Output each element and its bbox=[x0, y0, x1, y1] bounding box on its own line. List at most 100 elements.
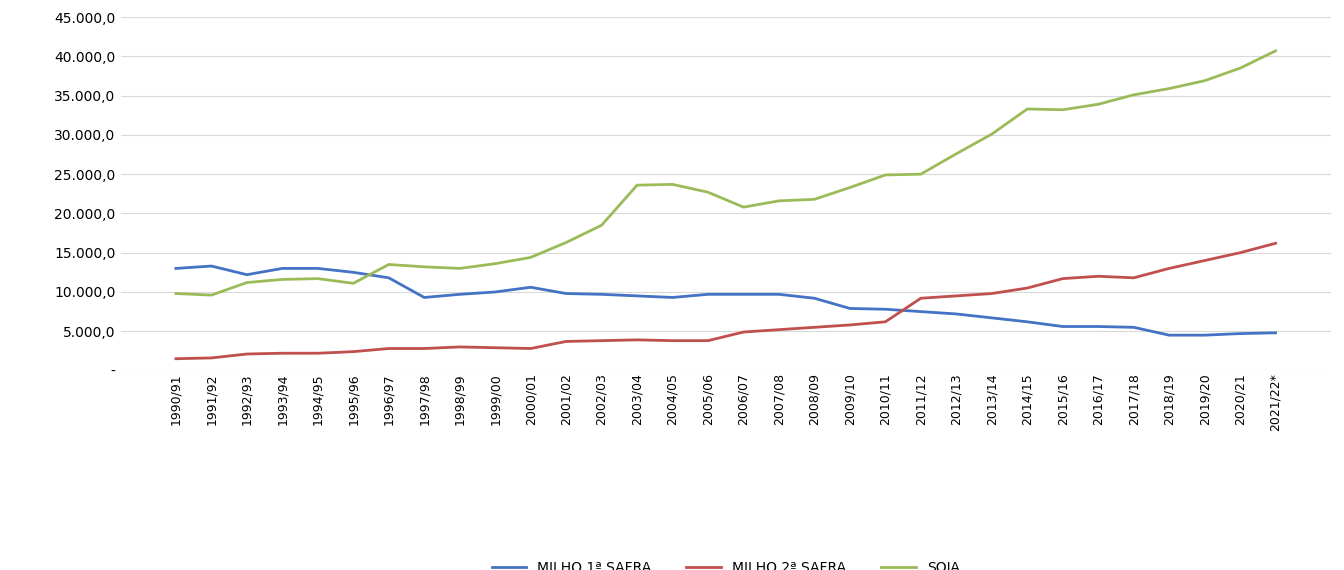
MILHO 2ª SAFRA bbox=[239, 351, 255, 357]
SOJA bbox=[1267, 47, 1284, 54]
MILHO 2ª SAFRA bbox=[735, 328, 751, 335]
MILHO 1ª SAFRA bbox=[984, 315, 1000, 321]
MILHO 1ª SAFRA bbox=[913, 308, 929, 315]
SOJA bbox=[1055, 107, 1071, 113]
MILHO 1ª SAFRA bbox=[806, 295, 823, 302]
MILHO 2ª SAFRA bbox=[1232, 249, 1249, 256]
SOJA bbox=[949, 150, 965, 157]
MILHO 1ª SAFRA bbox=[345, 269, 362, 276]
MILHO 1ª SAFRA bbox=[380, 274, 396, 281]
MILHO 1ª SAFRA bbox=[309, 265, 325, 272]
SOJA bbox=[523, 254, 539, 261]
MILHO 1ª SAFRA bbox=[523, 284, 539, 291]
SOJA bbox=[309, 275, 325, 282]
SOJA bbox=[629, 182, 645, 189]
MILHO 1ª SAFRA bbox=[1161, 332, 1177, 339]
SOJA bbox=[700, 189, 716, 196]
MILHO 1ª SAFRA bbox=[1019, 319, 1035, 325]
MILHO 1ª SAFRA bbox=[1126, 324, 1142, 331]
Line: MILHO 2ª SAFRA: MILHO 2ª SAFRA bbox=[176, 243, 1275, 359]
MILHO 2ª SAFRA bbox=[949, 292, 965, 299]
MILHO 1ª SAFRA bbox=[949, 311, 965, 317]
MILHO 2ª SAFRA bbox=[1090, 273, 1106, 280]
SOJA bbox=[841, 184, 857, 191]
Legend: MILHO 1ª SAFRA, MILHO 2ª SAFRA, SOJA: MILHO 1ª SAFRA, MILHO 2ª SAFRA, SOJA bbox=[492, 561, 960, 570]
MILHO 2ª SAFRA bbox=[664, 337, 680, 344]
MILHO 1ª SAFRA bbox=[239, 271, 255, 278]
MILHO 2ª SAFRA bbox=[594, 337, 610, 344]
MILHO 1ª SAFRA bbox=[203, 263, 219, 270]
SOJA bbox=[1161, 85, 1177, 92]
MILHO 1ª SAFRA bbox=[558, 290, 574, 297]
MILHO 2ª SAFRA bbox=[1196, 257, 1212, 264]
MILHO 1ª SAFRA bbox=[664, 294, 680, 301]
MILHO 2ª SAFRA bbox=[1019, 284, 1035, 291]
SOJA bbox=[274, 276, 290, 283]
MILHO 2ª SAFRA bbox=[487, 344, 503, 351]
MILHO 1ª SAFRA bbox=[1267, 329, 1284, 336]
SOJA bbox=[1090, 101, 1106, 108]
SOJA bbox=[984, 131, 1000, 137]
SOJA bbox=[664, 181, 680, 188]
MILHO 2ª SAFRA bbox=[452, 344, 468, 351]
MILHO 2ª SAFRA bbox=[380, 345, 396, 352]
MILHO 1ª SAFRA bbox=[1090, 323, 1106, 330]
SOJA bbox=[878, 172, 894, 178]
MILHO 2ª SAFRA bbox=[806, 324, 823, 331]
SOJA bbox=[168, 290, 184, 297]
MILHO 1ª SAFRA bbox=[771, 291, 788, 298]
MILHO 1ª SAFRA bbox=[274, 265, 290, 272]
Line: MILHO 1ª SAFRA: MILHO 1ª SAFRA bbox=[176, 266, 1275, 335]
SOJA bbox=[558, 239, 574, 246]
Line: SOJA: SOJA bbox=[176, 51, 1275, 295]
SOJA bbox=[1196, 78, 1212, 84]
MILHO 2ª SAFRA bbox=[558, 338, 574, 345]
MILHO 1ª SAFRA bbox=[629, 292, 645, 299]
MILHO 1ª SAFRA bbox=[1232, 330, 1249, 337]
SOJA bbox=[417, 263, 433, 270]
MILHO 1ª SAFRA bbox=[487, 288, 503, 295]
MILHO 1ª SAFRA bbox=[168, 265, 184, 272]
MILHO 2ª SAFRA bbox=[771, 326, 788, 333]
MILHO 2ª SAFRA bbox=[309, 350, 325, 357]
MILHO 2ª SAFRA bbox=[984, 290, 1000, 297]
MILHO 2ª SAFRA bbox=[841, 321, 857, 328]
SOJA bbox=[735, 203, 751, 210]
SOJA bbox=[771, 197, 788, 204]
MILHO 1ª SAFRA bbox=[735, 291, 751, 298]
SOJA bbox=[594, 222, 610, 229]
MILHO 1ª SAFRA bbox=[417, 294, 433, 301]
MILHO 1ª SAFRA bbox=[878, 306, 894, 313]
MILHO 2ª SAFRA bbox=[1126, 274, 1142, 281]
MILHO 2ª SAFRA bbox=[203, 355, 219, 361]
MILHO 2ª SAFRA bbox=[629, 336, 645, 343]
SOJA bbox=[239, 279, 255, 286]
SOJA bbox=[1019, 105, 1035, 112]
MILHO 1ª SAFRA bbox=[1055, 323, 1071, 330]
MILHO 2ª SAFRA bbox=[417, 345, 433, 352]
MILHO 2ª SAFRA bbox=[168, 355, 184, 362]
SOJA bbox=[380, 261, 396, 268]
MILHO 1ª SAFRA bbox=[1196, 332, 1212, 339]
SOJA bbox=[806, 196, 823, 203]
MILHO 2ª SAFRA bbox=[878, 319, 894, 325]
MILHO 1ª SAFRA bbox=[700, 291, 716, 298]
SOJA bbox=[345, 280, 362, 287]
SOJA bbox=[203, 292, 219, 299]
MILHO 2ª SAFRA bbox=[1055, 275, 1071, 282]
MILHO 2ª SAFRA bbox=[700, 337, 716, 344]
MILHO 2ª SAFRA bbox=[345, 348, 362, 355]
MILHO 2ª SAFRA bbox=[1267, 240, 1284, 247]
MILHO 2ª SAFRA bbox=[274, 350, 290, 357]
MILHO 2ª SAFRA bbox=[523, 345, 539, 352]
MILHO 1ª SAFRA bbox=[841, 305, 857, 312]
SOJA bbox=[1232, 65, 1249, 72]
MILHO 2ª SAFRA bbox=[913, 295, 929, 302]
SOJA bbox=[452, 265, 468, 272]
SOJA bbox=[1126, 91, 1142, 98]
SOJA bbox=[913, 171, 929, 178]
SOJA bbox=[487, 260, 503, 267]
MILHO 2ª SAFRA bbox=[1161, 265, 1177, 272]
MILHO 1ª SAFRA bbox=[452, 291, 468, 298]
MILHO 1ª SAFRA bbox=[594, 291, 610, 298]
